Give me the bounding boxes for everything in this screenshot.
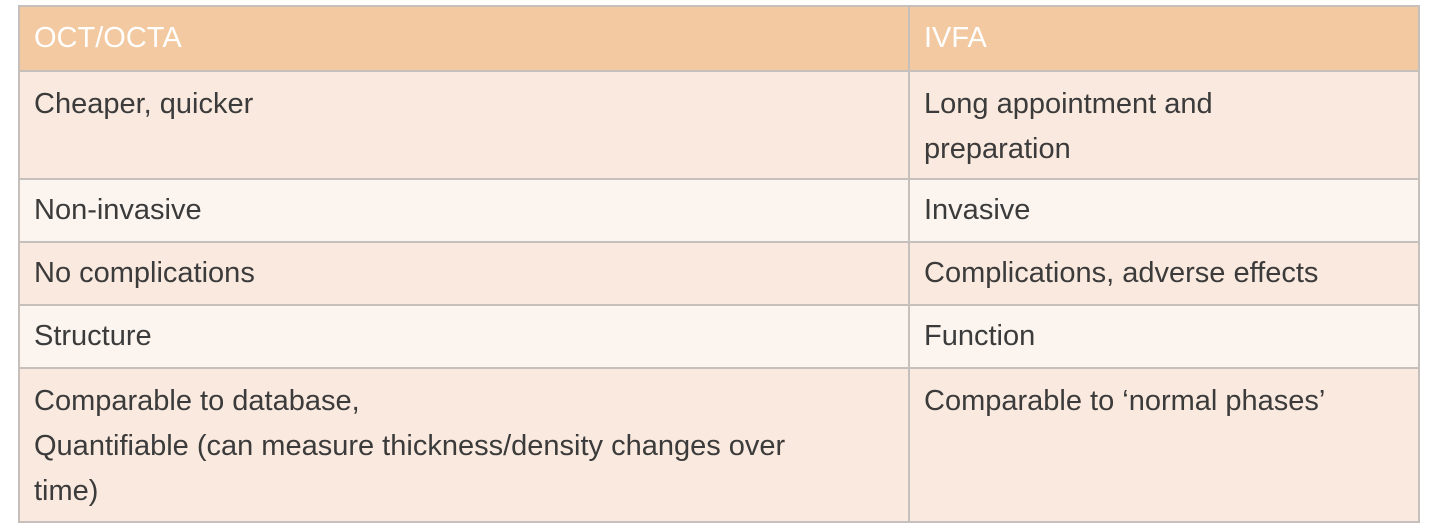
comparison-table: OCT/OCTA IVFA Cheaper, quicker Long appo… [18, 5, 1420, 523]
cell-text: Complications, adverse effects [924, 257, 1319, 289]
table-cell-ivfa: Invasive [908, 178, 1420, 243]
cell-text: Long appointment and [924, 88, 1213, 120]
table-cell-ivfa: Comparable to ‘normal phases’ [908, 367, 1420, 523]
table-cell-oct: Non-invasive [18, 178, 910, 243]
cell-text: time) [34, 475, 99, 507]
table-row: Comparable to database, Quantifiable (ca… [18, 367, 1420, 523]
table-row: No complications Complications, adverse … [18, 241, 1420, 306]
table-row: Structure Function [18, 304, 1420, 369]
cell-text: preparation [924, 133, 1071, 165]
table-cell-oct: No complications [18, 241, 910, 306]
cell-text: Quantifiable (can measure thickness/dens… [34, 430, 786, 462]
cell-text: Comparable to database, [34, 385, 360, 417]
table-cell-ivfa: Function [908, 304, 1420, 369]
table-cell-oct: Cheaper, quicker [18, 70, 910, 180]
header-oct-octa: OCT/OCTA [18, 5, 910, 72]
comparison-table-container: OCT/OCTA IVFA Cheaper, quicker Long appo… [18, 5, 1420, 523]
cell-text: Function [924, 320, 1036, 352]
cell-text: Non-invasive [34, 194, 202, 226]
table-header-row: OCT/OCTA IVFA [18, 5, 1420, 72]
cell-text: Comparable to ‘normal phases’ [924, 385, 1326, 417]
cell-text: Cheaper, quicker [34, 88, 254, 120]
table-row: Non-invasive Invasive [18, 178, 1420, 243]
header-ivfa: IVFA [908, 5, 1420, 72]
table-row: Cheaper, quicker Long appointment and pr… [18, 70, 1420, 180]
table-cell-ivfa: Complications, adverse effects [908, 241, 1420, 306]
table-cell-oct: Structure [18, 304, 910, 369]
table-cell-ivfa: Long appointment and preparation [908, 70, 1420, 180]
cell-text: Structure [34, 320, 152, 352]
table-cell-oct: Comparable to database, Quantifiable (ca… [18, 367, 910, 523]
cell-text: Invasive [924, 194, 1031, 226]
cell-text: No complications [34, 257, 255, 289]
